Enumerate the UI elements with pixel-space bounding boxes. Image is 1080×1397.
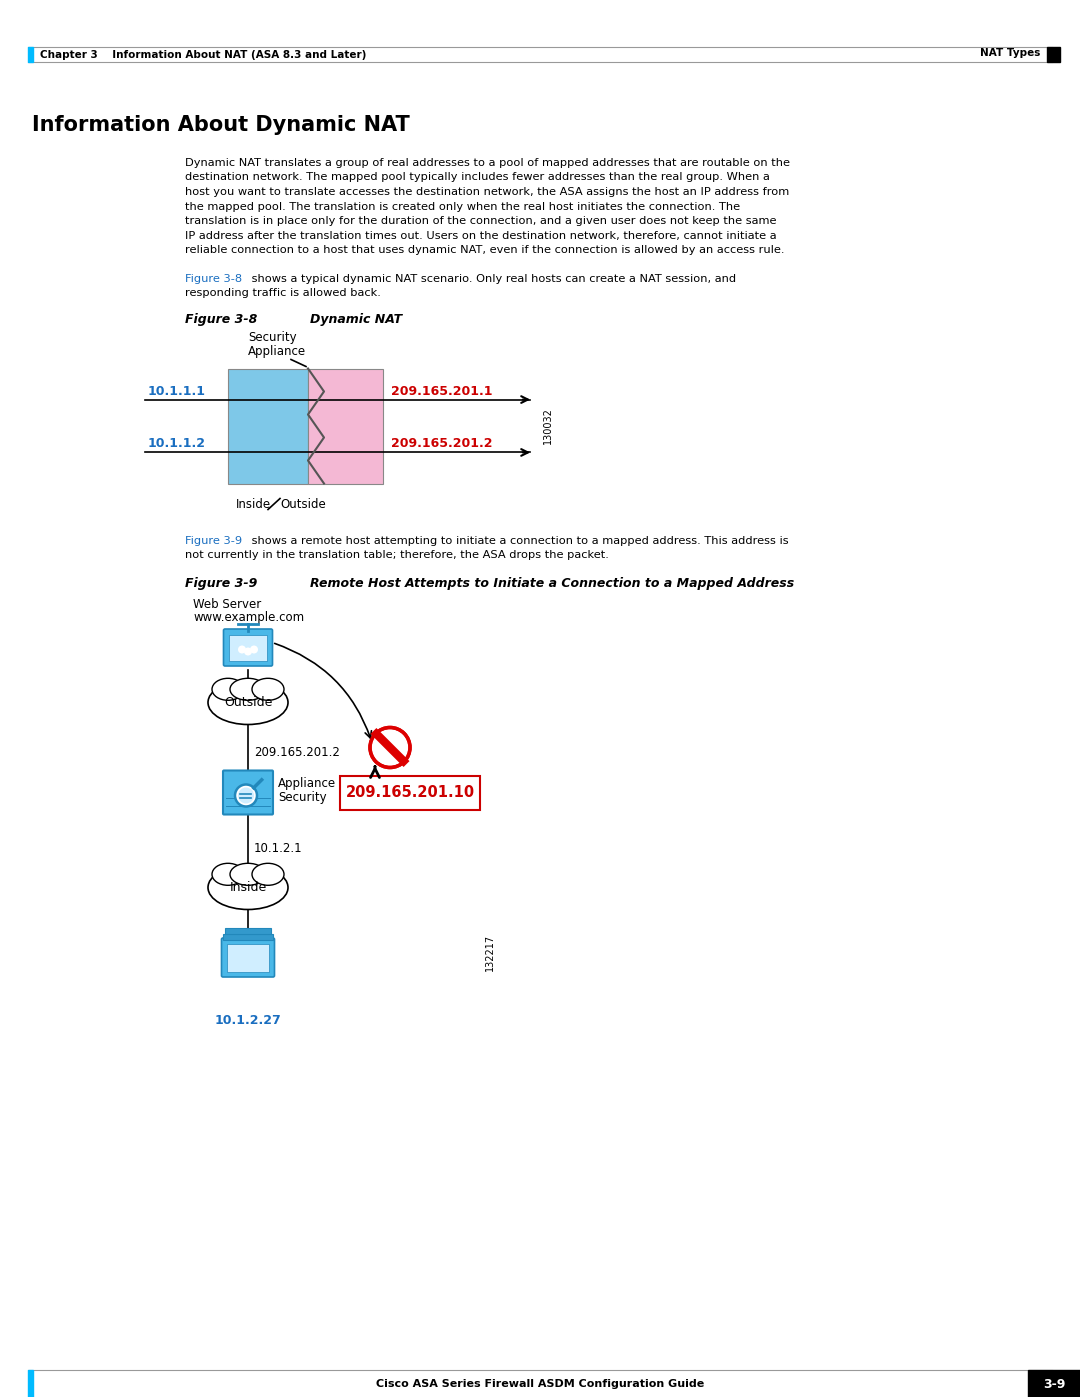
- Ellipse shape: [208, 866, 288, 909]
- Ellipse shape: [212, 679, 244, 700]
- Text: Security: Security: [278, 791, 326, 805]
- Bar: [1047, 47, 1059, 61]
- Text: 10.1.2.27: 10.1.2.27: [215, 1013, 282, 1027]
- Text: 209.165.201.10: 209.165.201.10: [346, 785, 474, 800]
- Ellipse shape: [230, 863, 266, 886]
- Text: 130032: 130032: [543, 408, 553, 444]
- Text: Figure 3-9: Figure 3-9: [185, 535, 242, 545]
- Text: Figure 3-8: Figure 3-8: [185, 274, 242, 284]
- Ellipse shape: [208, 680, 288, 725]
- Text: Outside: Outside: [224, 696, 272, 710]
- FancyBboxPatch shape: [222, 771, 273, 814]
- Text: host you want to translate accesses the destination network, the ASA assigns the: host you want to translate accesses the …: [185, 187, 789, 197]
- Text: Inside: Inside: [229, 882, 267, 894]
- Text: destination network. The mapped pool typically includes fewer addresses than the: destination network. The mapped pool typ…: [185, 172, 770, 183]
- Text: 209.165.201.1: 209.165.201.1: [391, 384, 492, 398]
- Text: Outside: Outside: [280, 497, 326, 510]
- Text: 209.165.201.2: 209.165.201.2: [391, 437, 492, 450]
- Text: Inside: Inside: [237, 497, 271, 510]
- Text: Appliance: Appliance: [248, 345, 306, 358]
- Text: Remote Host Attempts to Initiate a Connection to a Mapped Address: Remote Host Attempts to Initiate a Conne…: [310, 577, 794, 591]
- Bar: [228, 369, 308, 483]
- Text: IP address after the translation times out. Users on the destination network, th: IP address after the translation times o…: [185, 231, 777, 240]
- Text: translation is in place only for the duration of the connection, and a given use: translation is in place only for the dur…: [185, 217, 777, 226]
- FancyBboxPatch shape: [224, 629, 272, 666]
- Bar: [1028, 1370, 1080, 1397]
- Text: Figure 3-9: Figure 3-9: [185, 577, 257, 591]
- Text: 209.165.201.2: 209.165.201.2: [254, 746, 340, 759]
- Bar: [28, 47, 33, 61]
- Circle shape: [235, 785, 257, 806]
- Bar: [308, 369, 383, 483]
- Ellipse shape: [212, 863, 244, 886]
- Ellipse shape: [252, 863, 284, 886]
- Circle shape: [238, 788, 254, 803]
- Text: shows a remote host attempting to initiate a connection to a mapped address. Thi: shows a remote host attempting to initia…: [248, 535, 788, 545]
- Ellipse shape: [230, 679, 266, 700]
- Text: Security: Security: [248, 331, 297, 345]
- Text: Appliance: Appliance: [278, 777, 336, 789]
- Text: reliable connection to a host that uses dynamic NAT, even if the connection is a: reliable connection to a host that uses …: [185, 244, 784, 256]
- Circle shape: [238, 645, 246, 654]
- Circle shape: [370, 728, 410, 767]
- Text: 3-9: 3-9: [1043, 1377, 1065, 1390]
- Bar: [340, 775, 480, 809]
- Bar: [229, 634, 267, 661]
- Bar: [28, 1370, 33, 1397]
- Ellipse shape: [252, 679, 284, 700]
- Text: www.example.com: www.example.com: [193, 610, 305, 623]
- Text: 10.1.1.2: 10.1.1.2: [148, 437, 206, 450]
- Text: NAT Types: NAT Types: [980, 47, 1040, 59]
- Bar: [225, 928, 271, 933]
- Text: Figure 3-8: Figure 3-8: [185, 313, 257, 327]
- Text: 10.1.2.1: 10.1.2.1: [254, 842, 302, 855]
- Text: 132217: 132217: [485, 935, 495, 971]
- Text: Web Server: Web Server: [193, 598, 261, 610]
- Bar: [222, 933, 273, 940]
- Text: responding traffic is allowed back.: responding traffic is allowed back.: [185, 288, 381, 298]
- Text: Information About Dynamic NAT: Information About Dynamic NAT: [32, 115, 409, 136]
- Text: 10.1.1.1: 10.1.1.1: [148, 384, 206, 398]
- Text: the mapped pool. The translation is created only when the real host initiates th: the mapped pool. The translation is crea…: [185, 201, 740, 211]
- Text: not currently in the translation table; therefore, the ASA drops the packet.: not currently in the translation table; …: [185, 550, 609, 560]
- Text: Dynamic NAT translates a group of real addresses to a pool of mapped addresses t: Dynamic NAT translates a group of real a…: [185, 158, 789, 168]
- Text: Chapter 3    Information About NAT (ASA 8.3 and Later): Chapter 3 Information About NAT (ASA 8.3…: [40, 50, 366, 60]
- Text: shows a typical dynamic NAT scenario. Only real hosts can create a NAT session, : shows a typical dynamic NAT scenario. On…: [248, 274, 737, 284]
- Circle shape: [249, 645, 258, 654]
- FancyBboxPatch shape: [221, 937, 274, 977]
- FancyArrowPatch shape: [274, 644, 372, 738]
- Text: Dynamic NAT: Dynamic NAT: [310, 313, 402, 327]
- Circle shape: [244, 647, 252, 655]
- Text: Cisco ASA Series Firewall ASDM Configuration Guide: Cisco ASA Series Firewall ASDM Configura…: [376, 1379, 704, 1389]
- Bar: [227, 943, 269, 971]
